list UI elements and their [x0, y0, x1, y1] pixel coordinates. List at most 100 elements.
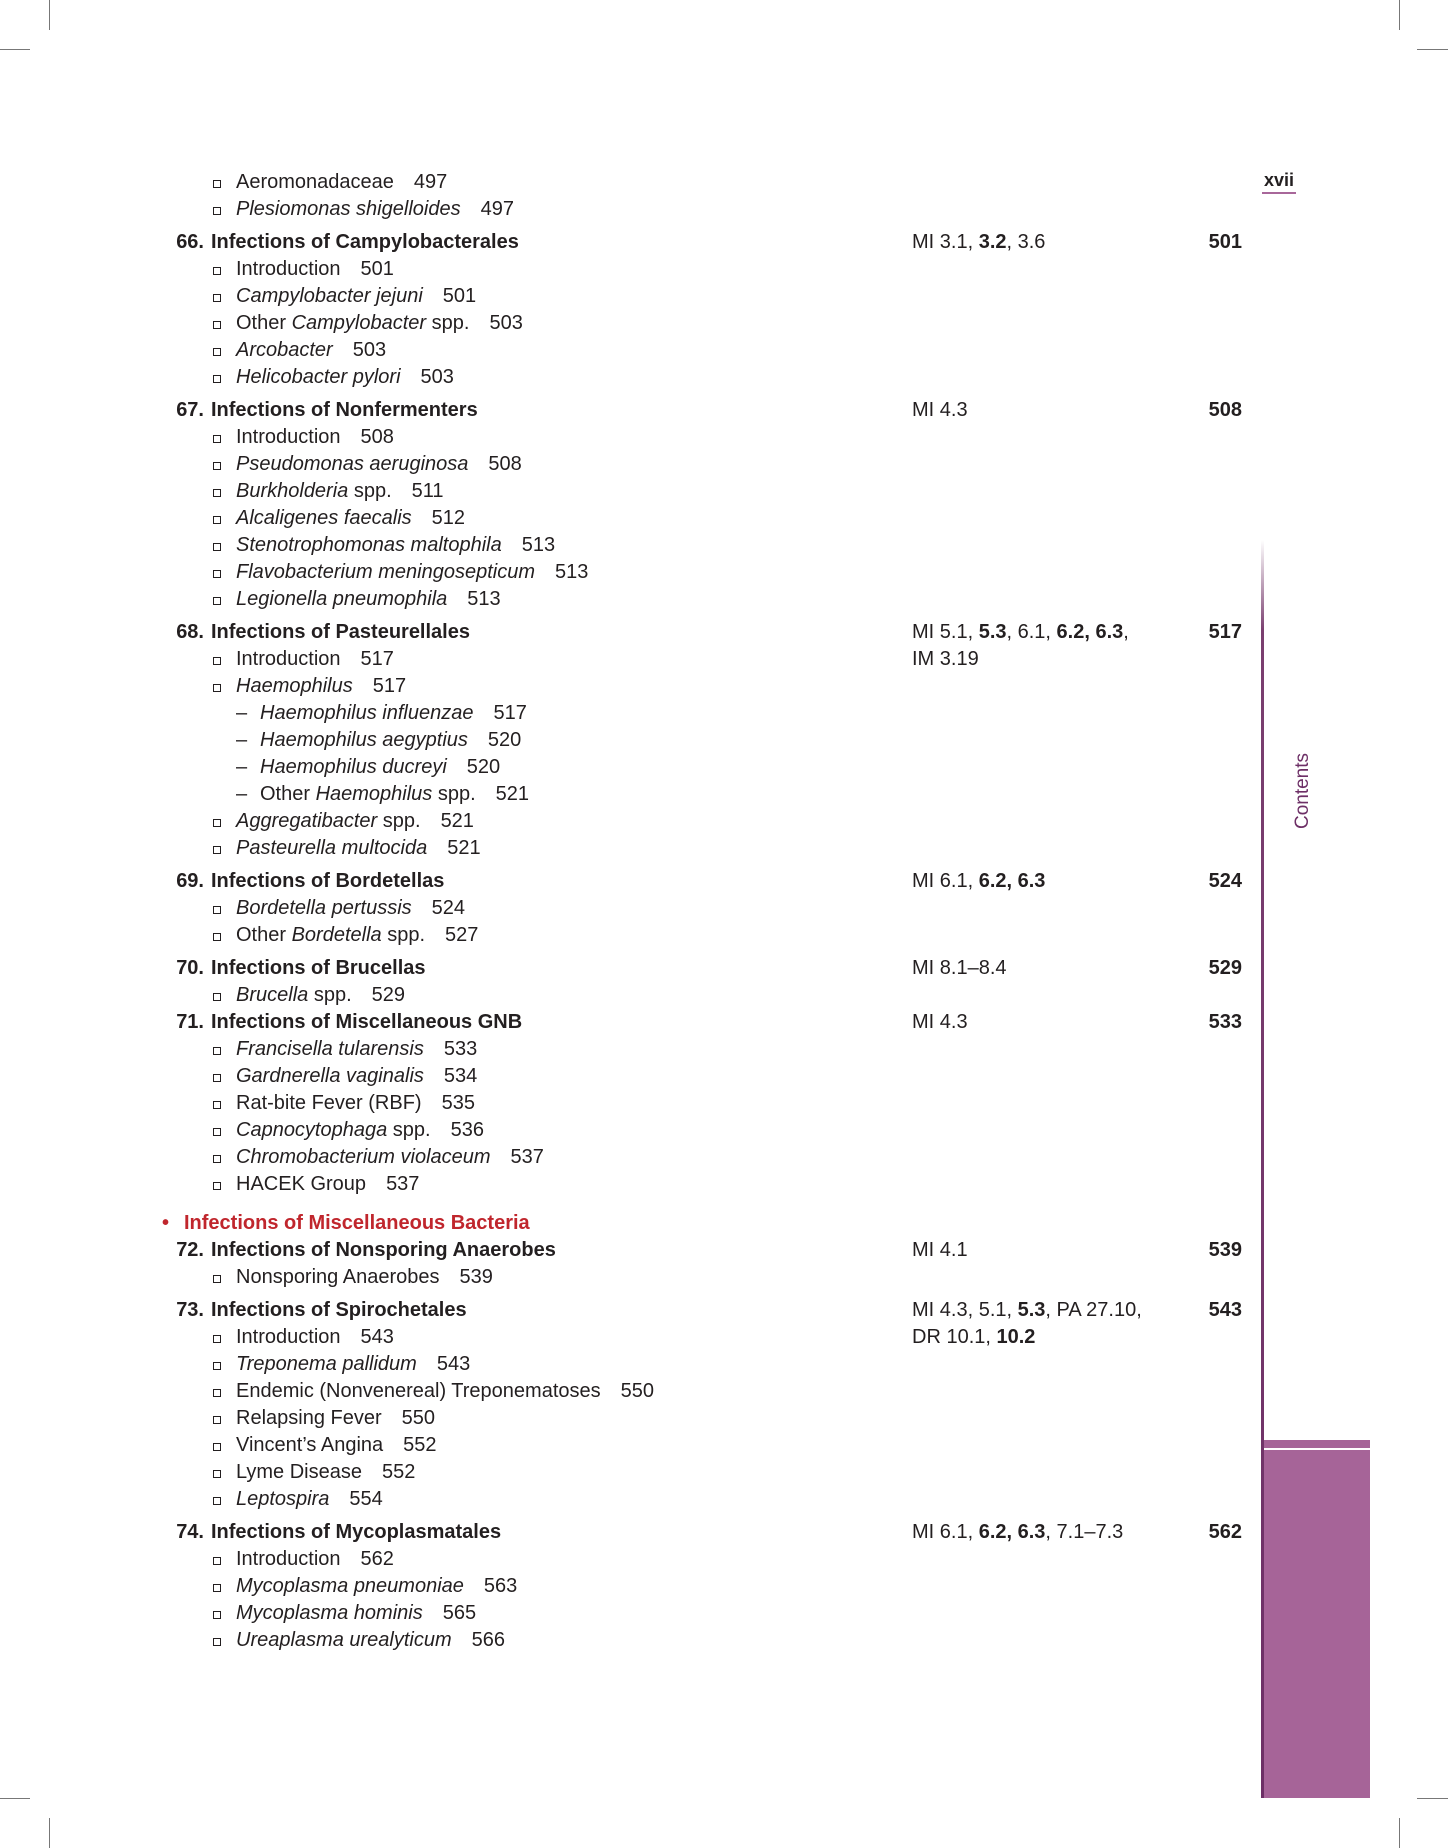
- subentry-text: Introduction 501: [236, 256, 394, 283]
- toc-subentry[interactable]: Legionella pneumophila 513: [0, 586, 1260, 613]
- toc-subentry[interactable]: Brucella spp. 529: [0, 982, 1260, 1009]
- subentry-page: 537: [386, 1173, 420, 1195]
- toc-subentry[interactable]: Aggregatibacter spp. 521: [0, 808, 1260, 835]
- square-bullet-icon: [213, 570, 221, 578]
- toc-subentry[interactable]: – Haemophilus ducreyi 520: [0, 754, 1260, 781]
- toc-subentry[interactable]: Pasteurella multocida 521: [0, 835, 1260, 862]
- text: DR 10.1,: [912, 1326, 997, 1348]
- thumb-tab: [1264, 1440, 1370, 1798]
- toc-subentry[interactable]: Rat-bite Fever (RBF) 535: [0, 1090, 1260, 1117]
- chapter-heading[interactable]: 67. Infections of Nonfermenters: [0, 397, 1260, 424]
- toc-subentry[interactable]: Stenotrophomonas maltophila 513: [0, 532, 1260, 559]
- chapter-title[interactable]: Infections of Spirochetales: [211, 1299, 467, 1321]
- chapter-title[interactable]: Infections of Campylobacterales: [211, 231, 519, 253]
- toc-subentry[interactable]: Plesiomonas shigelloides 497: [0, 196, 1260, 223]
- toc-subentry[interactable]: Mycoplasma hominis 565: [0, 1600, 1260, 1627]
- crop-mark: [1417, 49, 1448, 50]
- toc-subentry[interactable]: Mycoplasma pneumoniae 563: [0, 1573, 1260, 1600]
- chapter-heading[interactable]: 73. Infections of Spirochetales: [0, 1297, 1260, 1324]
- toc-subentry[interactable]: Introduction 501: [0, 256, 1260, 283]
- chapter-page-number[interactable]: 539: [1208, 1239, 1242, 1261]
- chapter-heading[interactable]: 72. Infections of Nonsporing Anaerobes: [0, 1237, 1260, 1264]
- toc-subentry[interactable]: Ureaplasma urealyticum 566: [0, 1627, 1260, 1654]
- toc-subentry[interactable]: Haemophilus 517: [0, 673, 1260, 700]
- chapter-title[interactable]: Infections of Nonfermenters: [211, 399, 478, 421]
- toc-subentry[interactable]: Lyme Disease 552: [0, 1459, 1260, 1486]
- subentry-page: 534: [443, 1065, 478, 1087]
- toc-subentry[interactable]: Other Campylobacter spp. 503: [0, 310, 1260, 337]
- subentry-text: Vincent’s Angina 552: [236, 1432, 437, 1459]
- square-bullet-icon: [213, 543, 221, 551]
- toc-subentry[interactable]: – Other Haemophilus spp. 521: [0, 781, 1260, 808]
- refs-line: MI 6.1, 6.2, 6.3: [912, 868, 1045, 895]
- subentry-text: Burkholderia spp. 511: [236, 478, 444, 505]
- bold-text: 6.2, 6.3: [978, 1521, 1046, 1543]
- toc-subentry[interactable]: Relapsing Fever 550: [0, 1405, 1260, 1432]
- competency-refs: MI 4.3: [912, 1009, 968, 1036]
- chapter-page-number[interactable]: 562: [1208, 1521, 1242, 1543]
- toc-subentry[interactable]: Bordetella pertussis 524: [0, 895, 1260, 922]
- chapter-page-number[interactable]: 517: [1208, 621, 1242, 643]
- toc-subentry[interactable]: Introduction 517: [0, 646, 1260, 673]
- subentry-text: Relapsing Fever 550: [236, 1405, 435, 1432]
- toc-subentry[interactable]: – Haemophilus influenzae 517: [0, 700, 1260, 727]
- subentry-page: 527: [445, 924, 479, 946]
- toc-subentry[interactable]: Flavobacterium meningosepticum 513: [0, 559, 1260, 586]
- chapter-heading[interactable]: 74. Infections of Mycoplasmatales: [0, 1519, 1260, 1546]
- toc-subentry[interactable]: Leptospira 554: [0, 1486, 1260, 1513]
- toc-subentry[interactable]: Aeromonadaceae 497: [0, 169, 1260, 196]
- chapter-heading[interactable]: 70. Infections of Brucellas: [0, 955, 1260, 982]
- chapter-page-number[interactable]: 508: [1208, 399, 1242, 421]
- toc-subentry[interactable]: Other Bordetella spp. 527: [0, 922, 1260, 949]
- chapter-heading[interactable]: 68. Infections of Pasteurellales: [0, 619, 1260, 646]
- square-bullet-icon: [213, 348, 221, 356]
- crop-mark: [0, 49, 30, 50]
- subentry-text: Brucella spp. 529: [236, 982, 405, 1009]
- margin-rule: [1261, 540, 1264, 1798]
- toc-subentry[interactable]: Introduction 508: [0, 424, 1260, 451]
- toc-subentry[interactable]: Francisella tularensis 533: [0, 1036, 1260, 1063]
- toc-subentry[interactable]: Endemic (Nonvenereal) Treponematoses 550: [0, 1378, 1260, 1405]
- toc-subentry[interactable]: Campylobacter jejuni 501: [0, 283, 1260, 310]
- subentry-text: Lyme Disease 552: [236, 1459, 415, 1486]
- toc-subentry[interactable]: Helicobacter pylori 503: [0, 364, 1260, 391]
- chapter-title[interactable]: Infections of Pasteurellales: [211, 621, 470, 643]
- chapter-title[interactable]: Infections of Mycoplasmatales: [211, 1521, 502, 1543]
- toc-subentry[interactable]: HACEK Group 537: [0, 1171, 1260, 1198]
- chapter-page-number[interactable]: 543: [1208, 1299, 1242, 1321]
- toc-subentry[interactable]: Treponema pallidum 543: [0, 1351, 1260, 1378]
- toc-subentry[interactable]: Gardnerella vaginalis 534: [0, 1063, 1260, 1090]
- square-bullet-icon: [213, 1128, 221, 1136]
- chapter-title[interactable]: Infections of Nonsporing Anaerobes: [211, 1239, 556, 1261]
- chapter-title[interactable]: Infections of Brucellas: [211, 957, 426, 979]
- toc-subentry[interactable]: Vincent’s Angina 552: [0, 1432, 1260, 1459]
- toc-subentry[interactable]: Alcaligenes faecalis 512: [0, 505, 1260, 532]
- italic-text: Haemophilus: [315, 783, 433, 805]
- toc-subentry[interactable]: – Haemophilus aegyptius 520: [0, 727, 1260, 754]
- chapter-page-number[interactable]: 501: [1208, 231, 1242, 253]
- chapter-heading[interactable]: 71. Infections of Miscellaneous GNB: [0, 1009, 1260, 1036]
- toc-subentry[interactable]: Arcobacter 503: [0, 337, 1260, 364]
- chapter-page-number[interactable]: 533: [1208, 1011, 1242, 1033]
- toc-subentry[interactable]: Capnocytophaga spp. 536: [0, 1117, 1260, 1144]
- toc-subentry[interactable]: Burkholderia spp. 511: [0, 478, 1260, 505]
- chapter-page-number[interactable]: 524: [1208, 870, 1242, 892]
- text: MI 8.1–8.4: [912, 957, 1007, 979]
- chapter-heading[interactable]: 66. Infections of Campylobacterales: [0, 229, 1260, 256]
- text: Nonsporing Anaerobes: [236, 1266, 440, 1288]
- subentry-page: 533: [443, 1038, 478, 1060]
- chapter-heading[interactable]: 69. Infections of Bordetellas: [0, 868, 1260, 895]
- square-bullet-icon: [213, 321, 221, 329]
- chapter-title[interactable]: Infections of Bordetellas: [211, 870, 445, 892]
- toc-subentry[interactable]: Introduction 543: [0, 1324, 1260, 1351]
- toc-subentry[interactable]: Introduction 562: [0, 1546, 1260, 1573]
- square-bullet-icon: [213, 1443, 221, 1451]
- square-bullet-icon: [213, 435, 221, 443]
- toc-subentry[interactable]: Nonsporing Anaerobes 539: [0, 1264, 1260, 1291]
- subentry-page: 521: [447, 837, 481, 859]
- chapter-page-number[interactable]: 529: [1208, 957, 1242, 979]
- subentry-page: 513: [467, 588, 501, 610]
- toc-subentry[interactable]: Pseudomonas aeruginosa 508: [0, 451, 1260, 478]
- chapter-title[interactable]: Infections of Miscellaneous GNB: [211, 1011, 523, 1033]
- toc-subentry[interactable]: Chromobacterium violaceum 537: [0, 1144, 1260, 1171]
